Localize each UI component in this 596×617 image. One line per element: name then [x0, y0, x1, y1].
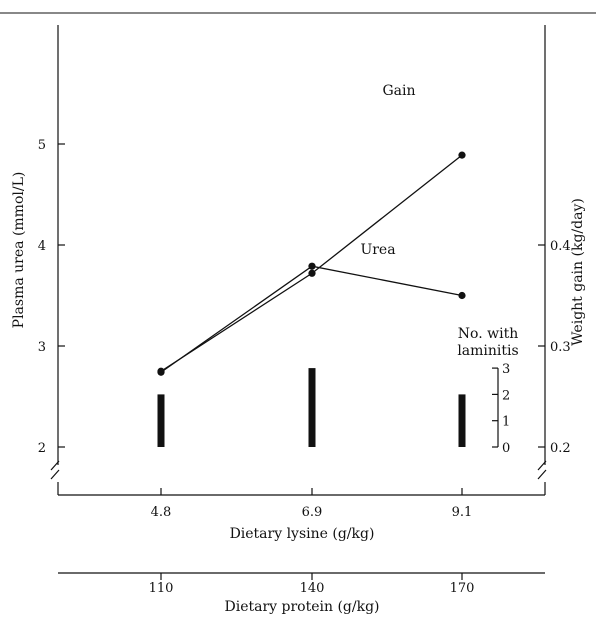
y-left-tick-label: 2 [38, 441, 46, 456]
gain-point [308, 262, 316, 270]
x-title: Dietary lysine (g/kg) [230, 526, 375, 542]
laminitis-tick-label: 3 [502, 362, 510, 377]
laminitis-axis: 0 1 2 3 [492, 362, 510, 456]
gain-line [160, 265, 463, 373]
laminitis-bar [458, 394, 466, 447]
laminitis-title-line-1: No. with [458, 326, 518, 342]
x-tick-label: 6.9 [302, 505, 323, 520]
gain-point [458, 291, 466, 300]
x-tick-label: 9.1 [452, 505, 473, 520]
laminitis-bar [308, 368, 316, 447]
laminitis-title-line-2: laminitis [457, 343, 518, 359]
x-tick-label: 4.8 [151, 505, 172, 520]
right-axis-ticks: 0.2 0.3 0.4 [538, 239, 571, 456]
protein-axis-title: Dietary protein (g/kg) [225, 599, 380, 615]
laminitis-tick-label: 2 [502, 388, 510, 403]
y-right-tick-label: 0.2 [550, 441, 571, 456]
y-right-title: Weight gain (kg/day) [570, 198, 586, 346]
protein-tick-label: 170 [450, 581, 475, 596]
urea-point [308, 269, 316, 277]
gain-series-label: Gain [382, 83, 415, 99]
x-axis-ticks: 4.8 6.9 9.1 [151, 488, 473, 520]
left-axis-break [50, 460, 60, 480]
y-right-tick-label: 0.3 [550, 340, 571, 355]
right-axis-break [537, 460, 547, 480]
y-left-tick-label: 5 [38, 138, 46, 153]
laminitis-bar [157, 394, 165, 447]
plot-frame [50, 25, 547, 574]
y-left-tick-label: 3 [38, 340, 46, 355]
urea-point [458, 151, 466, 159]
laminitis-tick-label: 1 [502, 415, 510, 430]
left-axis-ticks: 2 3 4 5 [38, 138, 65, 456]
urea-series-label: Urea [360, 242, 395, 258]
protein-tick-label: 110 [149, 581, 174, 596]
protein-axis-ticks: 110 140 170 [149, 573, 475, 596]
laminitis-bars [157, 368, 466, 447]
y-right-tick-label: 0.4 [550, 239, 571, 254]
protein-tick-label: 140 [300, 581, 325, 596]
series-layer: Gain Urea [157, 83, 466, 376]
y-left-tick-label: 4 [38, 239, 46, 254]
y-left-title: Plasma urea (mmol/L) [11, 172, 27, 329]
urea-point [157, 367, 165, 375]
laminitis-tick-label: 0 [502, 441, 510, 456]
